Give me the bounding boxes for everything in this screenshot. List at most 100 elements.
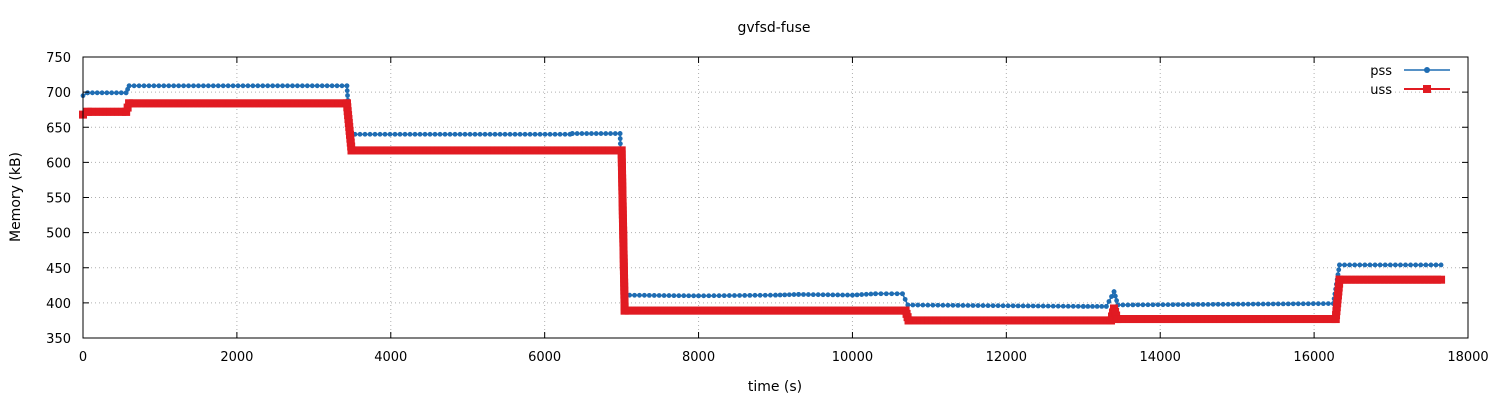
data-point-uss [656,306,665,315]
data-point-pss [1275,301,1281,307]
data-point-pss [1387,262,1393,268]
data-point-uss [619,242,628,251]
data-point-pss [905,302,911,308]
data-point-uss [125,99,134,108]
x-tick-label: 16000 [1293,350,1334,365]
data-point-pss [1210,301,1216,307]
data-point-pss [1040,303,1046,309]
data-point-uss [1335,275,1344,284]
data-point-pss [537,131,543,137]
data-point-uss [684,306,693,315]
data-point-pss [1325,301,1331,307]
data-point-pss [1290,301,1296,307]
data-point-pss [295,83,300,89]
data-point-pss [791,292,797,297]
data-point-pss [1357,262,1363,268]
data-point-pss [970,303,976,308]
data-point-pss [1080,303,1086,309]
data-point-pss [522,131,528,137]
legend-label-pss: pss [1370,64,1392,79]
data-point-pss [1185,302,1191,307]
data-point-pss [250,83,256,89]
data-point-pss [676,293,682,299]
data-point-uss [889,306,898,315]
data-point-pss [925,302,931,308]
data-point-uss [1351,275,1360,284]
data-point-pss [407,131,413,137]
data-point-pss [345,93,350,98]
x-tick-label: 12000 [986,350,1027,365]
data-point-pss [339,83,345,89]
data-point-pss [1382,262,1388,268]
data-point-pss [176,83,182,89]
data-point-uss [777,306,786,315]
data-point-pss [1130,302,1136,308]
data-point-pss [265,83,271,89]
data-point-pss [726,293,732,298]
data-point-uss [692,306,701,315]
data-point-uss [660,306,669,315]
data-point-pss [706,293,712,299]
data-point-pss [329,83,335,89]
data-point-pss [782,292,788,298]
data-point-pss [960,303,966,308]
data-point-uss [334,99,343,108]
data-point-pss [1045,303,1051,309]
data-point-pss [201,83,206,89]
data-point-uss [225,99,234,108]
data-point-uss [620,294,629,303]
data-point-uss [1404,275,1413,284]
data-point-pss [235,83,241,89]
y-tick-label: 550 [46,192,71,207]
data-point-uss [853,306,862,315]
data-point-uss [676,306,685,315]
data-point-uss [1347,275,1356,284]
data-point-uss [1424,275,1433,284]
data-point-uss [617,150,626,159]
data-point-uss [769,306,778,315]
data-point-pss [1362,262,1368,268]
data-point-pss [1111,289,1117,295]
data-point-pss [1150,302,1156,308]
data-point-pss [686,293,692,299]
data-point-uss [749,306,758,315]
data-point-pss [980,303,986,308]
data-point-pss [598,131,604,136]
data-point-uss [294,99,303,108]
series-line-pss [82,85,1442,308]
data-point-pss [1030,303,1036,309]
data-point-pss [666,293,672,298]
data-point-uss [122,107,131,116]
data-point-pss [1230,301,1236,307]
data-point-uss [716,306,725,315]
data-point-uss [618,174,627,183]
data-point-uss [242,99,251,108]
data-point-pss [225,83,231,89]
data-point-uss [189,99,198,108]
data-point-pss [452,131,458,137]
data-point-uss [712,306,721,315]
data-point-pss [492,131,498,137]
data-point-uss [618,178,627,187]
data-point-pss [1114,298,1120,303]
data-point-pss [319,83,325,89]
data-point-uss [620,286,629,295]
data-point-pss [557,131,563,137]
data-point-uss [193,99,202,108]
data-point-uss [619,270,628,279]
data-point-uss [817,306,826,315]
data-point-uss [845,306,854,315]
data-point-uss [885,306,894,315]
data-point-pss [161,83,167,89]
data-point-pss [94,90,100,96]
data-point-pss [1005,303,1011,309]
data-point-pss [617,136,623,142]
data-point-uss [254,99,263,108]
data-point-uss [729,306,738,315]
data-point-pss [930,302,936,308]
data-point-pss [1305,301,1311,307]
data-point-uss [157,99,166,108]
data-point-pss [995,303,1001,309]
data-point-pss [1175,302,1181,307]
data-point-pss [1347,262,1353,268]
